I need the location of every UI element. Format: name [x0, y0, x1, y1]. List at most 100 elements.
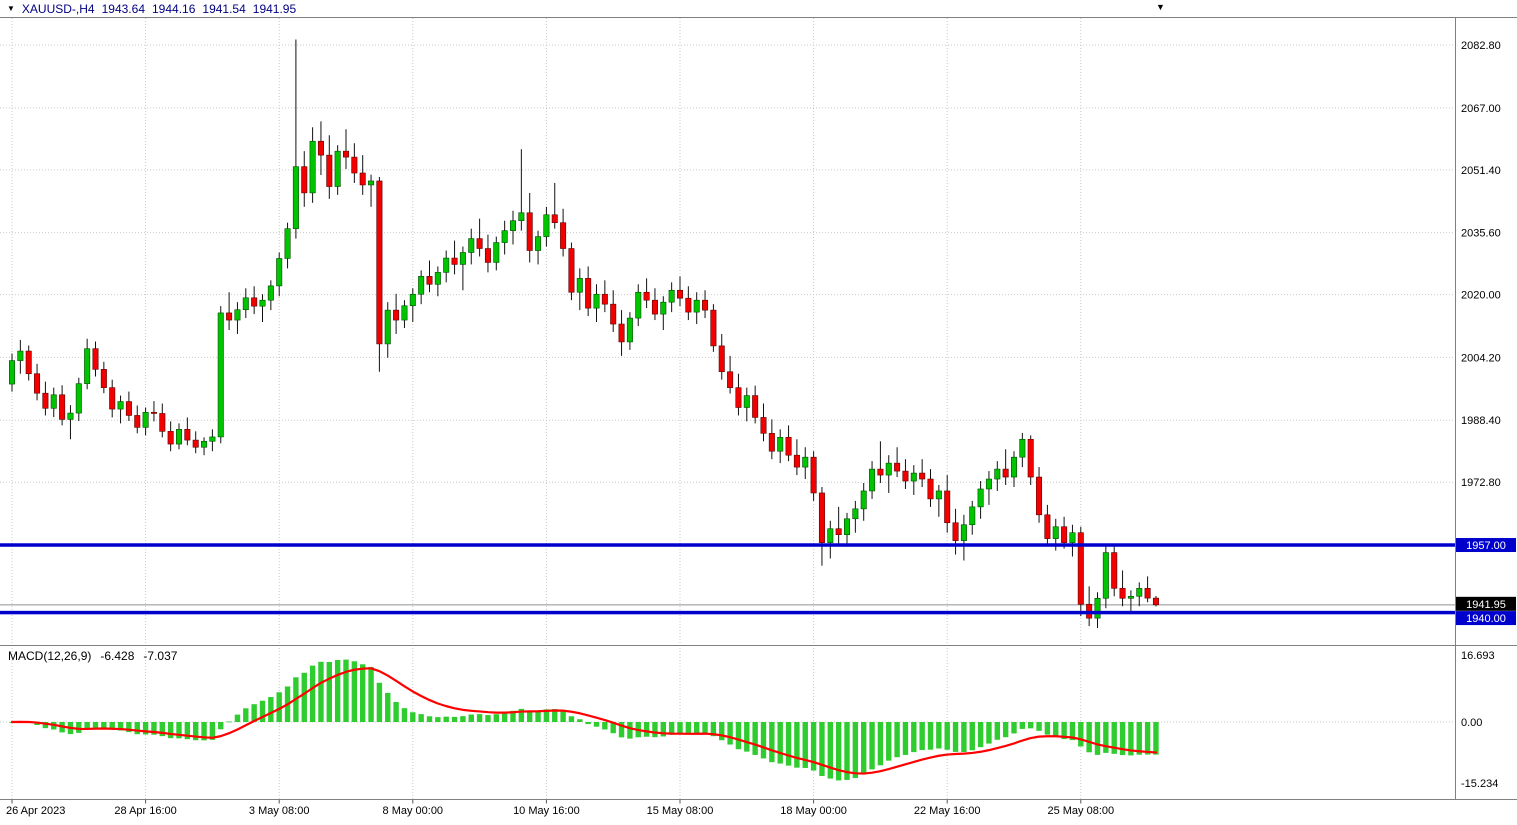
macd-histogram-bar: [234, 714, 241, 722]
macd-histogram-bar: [151, 722, 157, 735]
axis-labels: 2082.80 2067.00 2051.40 2035.60 2020.00 2004.…: [6, 40, 1516, 817]
macd-indicator-header: MACD(12,26,9) -6.428 -7.037: [8, 649, 177, 663]
candle-body-down: [301, 166, 308, 194]
symbol-timeframe-label: XAUUSD-,H4: [21, 1, 95, 16]
candle-body-down: [1002, 468, 1009, 478]
macd-signal-value: -7.037: [143, 649, 178, 663]
candle-body-down: [1044, 514, 1051, 539]
macd-histogram-bar: [785, 722, 792, 766]
macd-histogram-bar: [602, 722, 608, 730]
candle-body-down: [919, 472, 926, 480]
horizontal-level-line[interactable]: [0, 543, 1455, 547]
candle-body-down: [159, 413, 166, 432]
candle-body-up: [935, 490, 942, 500]
macd-histogram-bar: [927, 722, 934, 750]
level-price-tag: 1940.00: [1456, 611, 1516, 626]
candle-body-up: [276, 258, 283, 287]
candle-body-up: [75, 383, 82, 414]
macd-histogram-bar: [84, 722, 90, 729]
candle-body-up: [994, 468, 1001, 480]
axes-frame: [0, 17, 1517, 804]
candle-body-down: [718, 345, 725, 373]
price-axis-label: 2067.00: [1461, 103, 1501, 115]
candle-body-up: [1102, 552, 1109, 599]
macd-histogram-bar: [360, 664, 366, 722]
macd-histogram-bar: [518, 708, 525, 722]
candle-body-up: [743, 395, 750, 408]
macd-histogram-bar: [919, 722, 925, 751]
price-axis-label: 2020.00: [1461, 290, 1501, 302]
macd-histogram-bar: [76, 722, 82, 733]
candle-body-up: [368, 180, 375, 186]
candle-body-up: [593, 293, 600, 309]
macd-histogram-bar: [961, 722, 967, 752]
macd-histogram-bar: [752, 722, 758, 755]
candle-body-down: [785, 437, 792, 456]
macd-histogram-bar: [109, 722, 115, 730]
macd-name-label: MACD(12,26,9): [8, 649, 92, 663]
close-value: 1941.95: [252, 1, 297, 16]
candle-body-down: [34, 373, 41, 394]
candle-body-up: [493, 242, 500, 263]
candle-body-down: [393, 309, 400, 321]
macd-histogram-bar: [410, 712, 416, 722]
candle-body-up: [284, 228, 291, 259]
macd-histogram-bar: [702, 722, 708, 734]
candle-body-up: [409, 293, 416, 307]
macd-histogram-bar: [218, 722, 224, 730]
macd-histogram-bar: [852, 722, 859, 779]
candle-body-down: [1061, 526, 1068, 543]
candle-body-down: [476, 238, 483, 249]
chart-shift-marker-icon[interactable]: ▼: [1156, 2, 1165, 12]
candle-body-up: [459, 252, 466, 265]
candle-body-down: [25, 350, 32, 375]
price-axis-label: 1988.40: [1461, 415, 1501, 427]
candle-body-down: [1152, 597, 1159, 606]
macd-histogram-bar: [744, 722, 750, 752]
candle-body-down: [676, 289, 683, 299]
macd-histogram-bar: [543, 709, 550, 722]
symbol-dropdown-icon[interactable]: ▼: [7, 4, 15, 13]
candle-body-up: [1127, 595, 1134, 599]
macd-histogram-bar: [443, 716, 449, 722]
macd-histogram-bar: [309, 665, 316, 722]
candle-body-down: [702, 299, 709, 311]
macd-histogram-bar: [944, 722, 950, 750]
candle-body-down: [818, 492, 825, 543]
candle-body-up: [860, 490, 867, 510]
high-value: 1944.16: [152, 1, 196, 16]
candle-body-down: [342, 150, 349, 158]
candle-body-up: [443, 257, 450, 273]
candle-body-up: [9, 360, 16, 385]
macd-histogram-bar: [259, 700, 266, 722]
macd-histogram-bar: [986, 722, 992, 744]
macd-histogram-bar: [769, 722, 775, 763]
candle-body-down: [793, 454, 800, 468]
candle-body-down: [610, 303, 617, 325]
candle-body-down: [526, 212, 533, 251]
macd-histogram-bar: [301, 672, 307, 722]
macd-histogram-bar: [1128, 722, 1134, 756]
candle-body-up: [468, 238, 475, 253]
candle-body-down: [167, 431, 174, 445]
macd-histogram-bar: [1019, 722, 1026, 729]
macd-histogram-bar: [802, 722, 808, 768]
macd-histogram-bar: [794, 722, 800, 768]
macd-histogram-bar: [977, 722, 984, 748]
candle-body-up: [543, 214, 550, 237]
macd-histogram-bar: [276, 692, 282, 722]
horizontal-level-line[interactable]: [0, 610, 1455, 615]
candle-body-down: [651, 299, 658, 315]
candle-body-up: [501, 230, 508, 243]
candle-body-up: [693, 299, 700, 313]
macd-histogram-bar: [827, 722, 833, 779]
candle-body-down: [710, 309, 717, 347]
candle-body-up: [518, 212, 525, 222]
macd-histogram-bar: [668, 722, 675, 735]
macd-histogram-bar: [126, 722, 132, 733]
candle-body-down: [601, 293, 608, 305]
macd-histogram-bar: [952, 722, 959, 752]
price-axis-label: 2004.20: [1461, 352, 1501, 364]
candle-body-up: [1094, 597, 1101, 619]
